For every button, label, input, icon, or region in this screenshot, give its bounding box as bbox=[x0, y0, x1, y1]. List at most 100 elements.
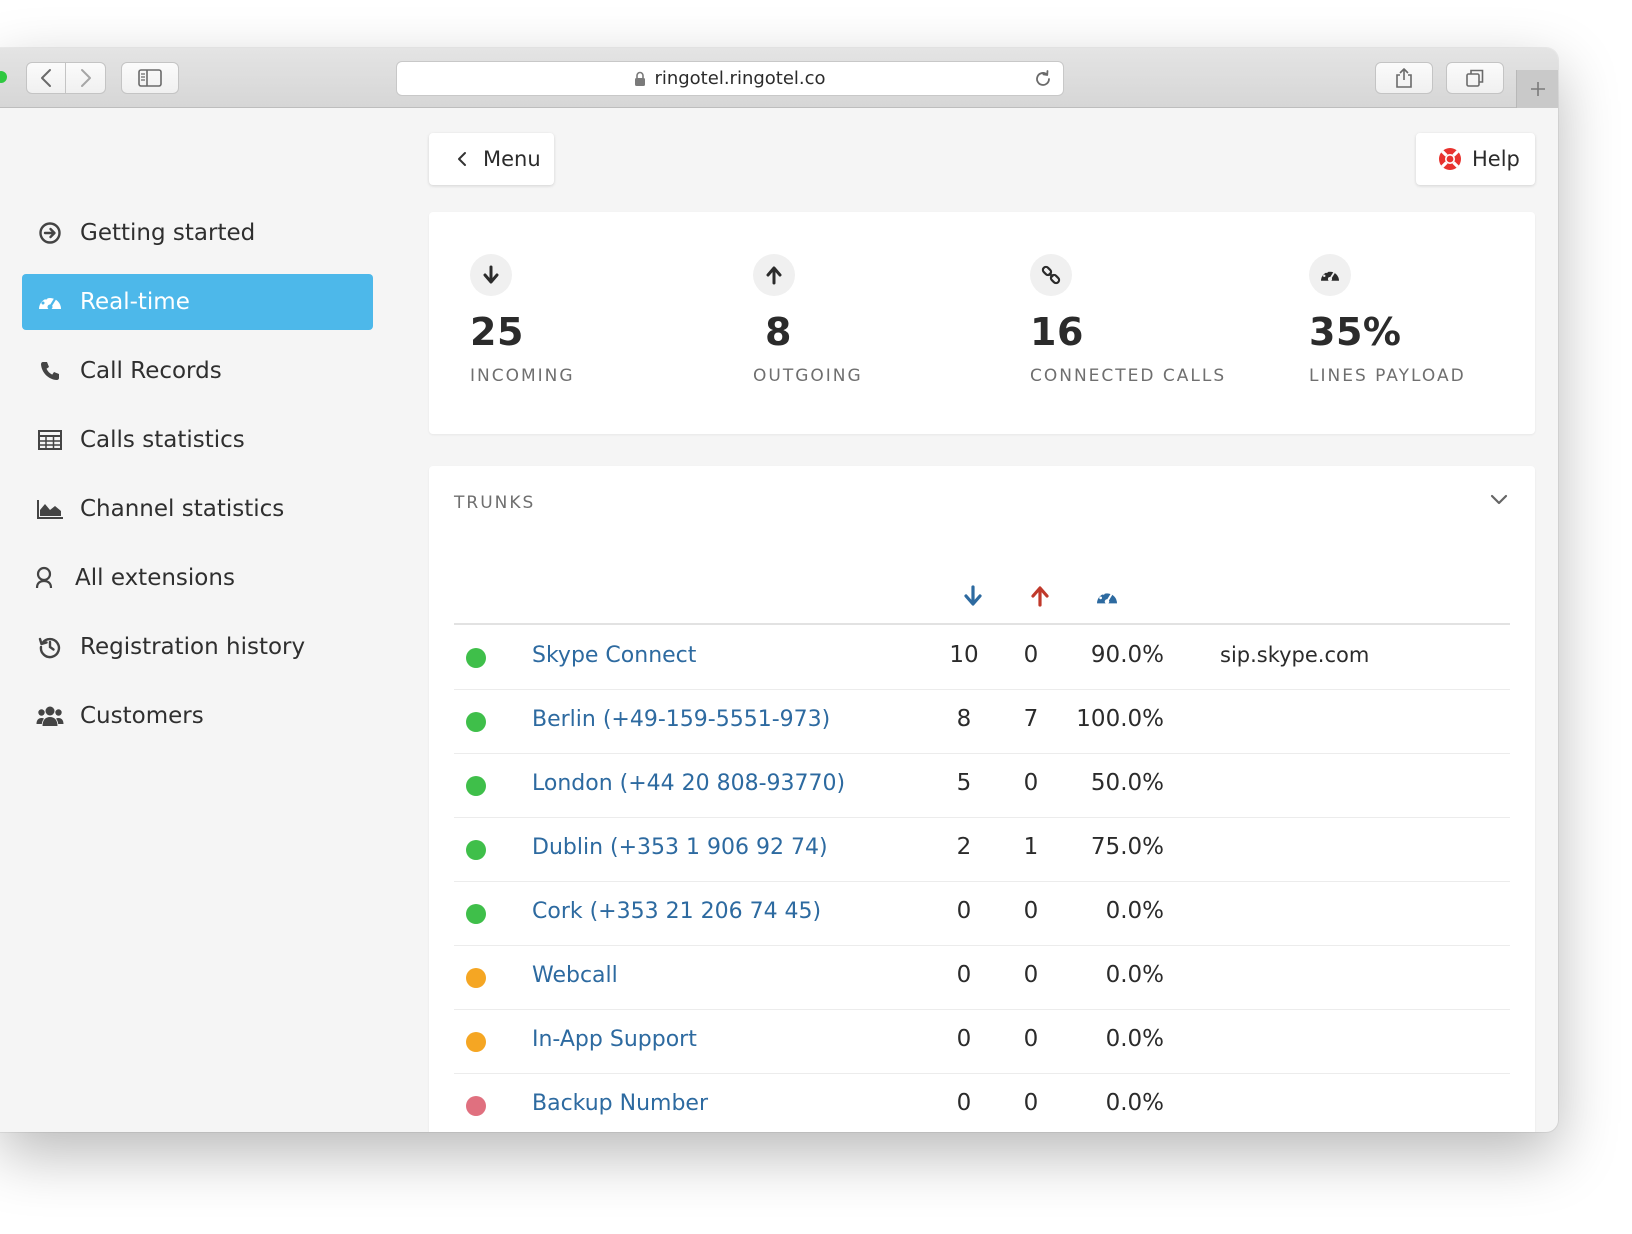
status-dot bbox=[466, 712, 486, 732]
outgoing-count: 0 bbox=[1023, 1026, 1039, 1052]
back-button[interactable] bbox=[26, 62, 66, 94]
stat-connected-calls: 16 CONNECTED CALLS bbox=[1030, 254, 1226, 386]
sidebar-icon bbox=[138, 69, 162, 87]
stat-label: LINES PAYLOAD bbox=[1309, 366, 1466, 386]
lock-icon bbox=[635, 71, 646, 86]
trunk-name-link[interactable]: Dublin (+353 1 906 92 74) bbox=[532, 835, 828, 860]
sidebar-item-registration-history[interactable]: Registration history bbox=[22, 619, 373, 675]
share-button[interactable] bbox=[1375, 62, 1433, 94]
incoming-count: 10 bbox=[949, 642, 979, 668]
stat-value: 35% bbox=[1309, 310, 1402, 354]
sidebar-item-customers[interactable]: Customers bbox=[22, 688, 373, 744]
table-row: Skype Connect 10 0 90.0% sip.skype.com bbox=[454, 626, 1510, 690]
sidebar-item-label: Calls statistics bbox=[80, 427, 245, 453]
outgoing-count: 0 bbox=[1023, 770, 1039, 796]
outgoing-count: 0 bbox=[1023, 1090, 1039, 1116]
outgoing-count: 0 bbox=[1023, 898, 1039, 924]
incoming-count: 8 bbox=[956, 706, 972, 732]
address-bar[interactable]: ringotel.ringotel.co bbox=[396, 61, 1064, 96]
outgoing-count: 1 bbox=[1023, 834, 1039, 860]
arrow-circle-icon bbox=[35, 221, 65, 245]
dashboard-icon bbox=[1309, 254, 1351, 296]
sidebar-item-label: All extensions bbox=[75, 565, 235, 591]
trunk-name-link[interactable]: Cork (+353 21 206 74 45) bbox=[532, 899, 822, 924]
status-dot bbox=[466, 1032, 486, 1052]
trunk-name-link[interactable]: In-App Support bbox=[532, 1027, 697, 1052]
user-icon bbox=[30, 566, 60, 590]
payload-value: 0.0% bbox=[1105, 898, 1164, 924]
tabs-overview-button[interactable] bbox=[1446, 62, 1504, 94]
chevron-left-icon bbox=[458, 152, 466, 166]
sidebar-item-label: Getting started bbox=[80, 220, 256, 246]
history-icon bbox=[35, 635, 65, 659]
lifebuoy-icon bbox=[1439, 148, 1461, 170]
table-row: Dublin (+353 1 906 92 74) 2 1 75.0% bbox=[454, 818, 1510, 882]
payload-value: 0.0% bbox=[1105, 1090, 1164, 1116]
incoming-count: 0 bbox=[956, 962, 972, 988]
sidebar-item-label: Call Records bbox=[80, 358, 222, 384]
tabs-icon bbox=[1466, 69, 1484, 87]
sidebar-toggle-button[interactable] bbox=[121, 62, 179, 94]
payload-value: 100.0% bbox=[1076, 706, 1164, 732]
chevron-right-icon bbox=[80, 69, 91, 87]
sidebar-item-call-records[interactable]: Call Records bbox=[22, 343, 373, 399]
trunks-card: TRUNKS Skype Connect 10 0 90.0% sip.skyp… bbox=[429, 466, 1535, 1132]
area-chart-icon bbox=[35, 498, 65, 520]
sidebar-item-getting-started[interactable]: Getting started bbox=[22, 205, 373, 261]
sidebar-item-channel-statistics[interactable]: Channel statistics bbox=[22, 481, 373, 537]
stat-incoming: 25 INCOMING bbox=[470, 254, 575, 386]
menu-button[interactable]: Menu bbox=[429, 133, 554, 185]
trunk-name-link[interactable]: London (+44 20 808-93770) bbox=[532, 771, 846, 796]
payload-value: 90.0% bbox=[1090, 642, 1164, 668]
table-row: Berlin (+49-159-5551-973) 8 7 100.0% bbox=[454, 690, 1510, 754]
incoming-count: 0 bbox=[956, 1090, 972, 1116]
window-zoom-button[interactable] bbox=[0, 71, 7, 83]
sidebar-item-label: Registration history bbox=[80, 634, 306, 660]
sidebar-item-all-extensions[interactable]: All extensions bbox=[22, 550, 373, 606]
share-icon bbox=[1396, 68, 1412, 88]
dashboard-icon bbox=[35, 291, 65, 313]
sidebar-item-calls-statistics[interactable]: Calls statistics bbox=[22, 412, 373, 468]
table-row: In-App Support 0 0 0.0% bbox=[454, 1010, 1510, 1074]
arrow-down-icon bbox=[964, 585, 982, 606]
incoming-count: 0 bbox=[956, 1026, 972, 1052]
stat-lines-payload: 35% LINES PAYLOAD bbox=[1309, 254, 1466, 386]
arrow-up-icon bbox=[753, 254, 795, 296]
help-button-label: Help bbox=[1472, 147, 1520, 171]
table-header-divider bbox=[454, 623, 1510, 625]
sidebar-item-label: Real-time bbox=[80, 289, 190, 315]
table-icon bbox=[35, 430, 65, 450]
payload-value: 50.0% bbox=[1090, 770, 1164, 796]
stat-value: 16 bbox=[1030, 310, 1084, 354]
new-tab-button[interactable] bbox=[1516, 70, 1558, 108]
sidebar-item-label: Customers bbox=[80, 703, 204, 729]
arrow-down-icon bbox=[470, 254, 512, 296]
trunk-name-link[interactable]: Skype Connect bbox=[532, 643, 697, 668]
sidebar-item-real-time[interactable]: Real-time bbox=[22, 274, 373, 330]
trunk-name-link[interactable]: Berlin (+49-159-5551-973) bbox=[532, 707, 831, 732]
table-row: Cork (+353 21 206 74 45) 0 0 0.0% bbox=[454, 882, 1510, 946]
outgoing-count: 7 bbox=[1023, 706, 1039, 732]
summary-stats-card: 25 INCOMING 8 OUTGOING 16 CONNECTED CALL… bbox=[429, 212, 1535, 434]
payload-value: 75.0% bbox=[1090, 834, 1164, 860]
help-button[interactable]: Help bbox=[1416, 133, 1535, 185]
stat-label: CONNECTED CALLS bbox=[1030, 366, 1227, 386]
status-dot bbox=[466, 840, 486, 860]
forward-button[interactable] bbox=[66, 62, 106, 94]
trunk-name-link[interactable]: Webcall bbox=[532, 963, 618, 988]
trunk-name-link[interactable]: Backup Number bbox=[532, 1091, 709, 1116]
reload-icon[interactable] bbox=[1033, 69, 1053, 89]
stat-label: INCOMING bbox=[470, 366, 575, 386]
stat-label: OUTGOING bbox=[753, 366, 863, 386]
table-row: Backup Number 0 0 0.0% bbox=[454, 1074, 1510, 1132]
outgoing-count: 0 bbox=[1023, 642, 1039, 668]
chevron-down-icon[interactable] bbox=[1489, 492, 1509, 506]
sidebar-item-label: Channel statistics bbox=[80, 496, 285, 522]
chevron-left-icon bbox=[41, 69, 51, 87]
status-dot bbox=[466, 776, 486, 796]
outgoing-count: 0 bbox=[1023, 962, 1039, 988]
status-dot bbox=[466, 648, 486, 668]
status-dot bbox=[466, 968, 486, 988]
trunks-title: TRUNKS bbox=[454, 493, 536, 513]
dashboard-icon bbox=[1097, 590, 1117, 604]
